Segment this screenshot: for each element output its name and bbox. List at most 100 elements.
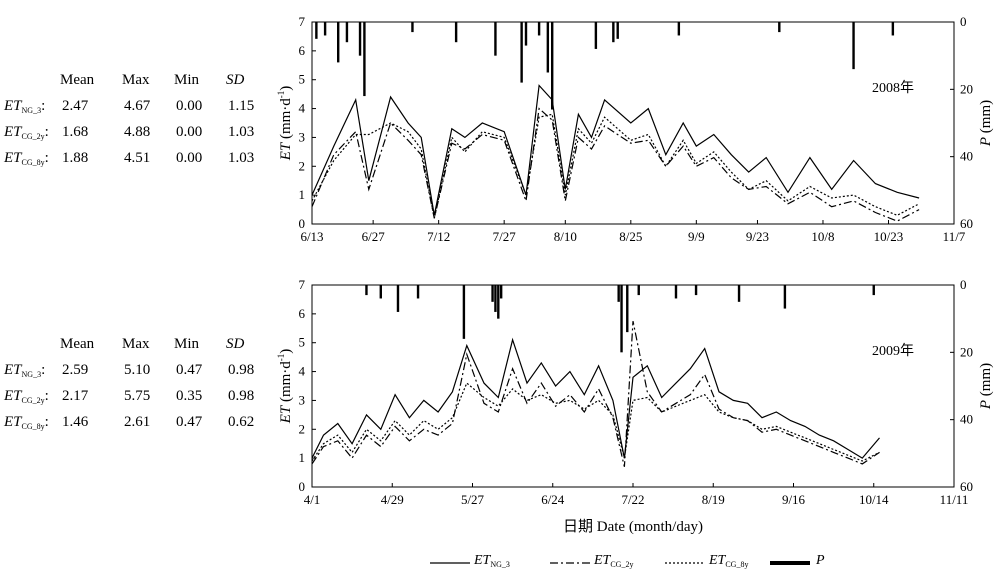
x-tick-label: 5/27 [461, 492, 485, 507]
y2-tick-label: 20 [960, 81, 973, 96]
precip-bar [617, 285, 620, 302]
y-tick-label: 2 [299, 421, 306, 436]
stats-header-max: Max [122, 336, 150, 352]
precip-bar [778, 22, 781, 33]
precip-bar [677, 22, 681, 36]
precip-bar [454, 22, 458, 43]
x-tick-label: 7/12 [427, 229, 450, 244]
stats-header-mean: Mean [60, 336, 95, 352]
x-axis-label: 日期 Date (month/day) [563, 518, 703, 535]
legend-label-et-ng3: ETNG_3 [474, 553, 510, 569]
y-tick-label: 3 [299, 129, 306, 144]
precip-bar [497, 285, 500, 319]
precip-bar [345, 22, 349, 43]
stats-value: 1.68 [62, 124, 89, 140]
x-tick-label: 6/24 [541, 492, 565, 507]
precip-bar [524, 22, 528, 46]
precip-bar [674, 285, 678, 299]
precip-bar [637, 285, 640, 296]
precip-bar [594, 22, 598, 49]
precip-bar [323, 22, 327, 36]
stats-value: 0.98 [228, 388, 255, 404]
y-tick-label: 6 [299, 43, 306, 58]
series-line-et-cg-2y [311, 320, 880, 467]
series-line-et-cg-8y [311, 113, 920, 219]
stats-value: 0.47 [176, 362, 203, 378]
y-tick-label: 7 [299, 277, 306, 292]
y-tick-label: 2 [299, 158, 306, 173]
y-tick-label: 0 [299, 216, 306, 231]
y-tick-label: 5 [299, 335, 306, 350]
y2-tick-label: 0 [960, 277, 967, 292]
plot-frame [311, 284, 955, 488]
y2-tick-label: 40 [960, 412, 973, 427]
y-tick-label: 3 [299, 392, 306, 407]
stats-value: 1.15 [228, 98, 255, 114]
y2-tick-label: 0 [960, 14, 967, 29]
stats-row-label: ETCG_2y: [4, 124, 49, 141]
y-tick-label: 6 [299, 306, 306, 321]
y2-tick-label: 60 [960, 216, 973, 231]
y-axis-label-et: ET (mm·d-1) [276, 86, 294, 162]
stats-row-label: ETNG_3: [4, 362, 46, 379]
x-tick-label: 10/8 [811, 229, 834, 244]
precip-bar [852, 22, 855, 70]
stats-value: 0.98 [228, 362, 255, 378]
precip-bar [612, 22, 615, 43]
x-tick-label: 7/22 [621, 492, 644, 507]
precip-bar [365, 285, 368, 296]
precip-bar [358, 22, 362, 56]
stats-value: 4.67 [124, 98, 151, 114]
precip-bar [891, 22, 895, 36]
x-tick-label: 11/11 [940, 492, 969, 507]
stats-value: 5.75 [124, 388, 151, 404]
precip-bar [494, 285, 497, 312]
stats-value: 1.46 [62, 414, 89, 430]
x-tick-label: 6/27 [362, 229, 386, 244]
x-tick-label: 10/14 [859, 492, 889, 507]
series-line-et-cg-8y [311, 382, 880, 462]
x-tick-label: 8/19 [702, 492, 725, 507]
stats-header-min: Min [174, 336, 200, 352]
precip-bar [620, 285, 623, 353]
stats-row-label: ETNG_3: [4, 98, 46, 115]
stats-header-mean: Mean [60, 72, 95, 88]
precip-bar [783, 285, 787, 309]
precip-bar [537, 22, 541, 36]
y-tick-label: 0 [299, 479, 306, 494]
y2-tick-label: 20 [960, 344, 973, 359]
stats-value: 2.47 [62, 98, 89, 114]
stats-row-label: ETCG_8y: [4, 414, 49, 431]
x-tick-label: 7/27 [493, 229, 517, 244]
y2-axis-label-p: P (mm) [978, 363, 994, 410]
precip-bar [499, 285, 503, 299]
x-tick-label: 4/1 [304, 492, 321, 507]
y-tick-label: 4 [299, 364, 306, 379]
legend-label-p: P [816, 553, 825, 568]
x-tick-label: 8/25 [619, 229, 642, 244]
stats-value: 2.17 [62, 388, 89, 404]
stats-row-label: ETCG_8y: [4, 150, 49, 167]
precip-bar [416, 285, 420, 299]
precip-bar [872, 285, 875, 296]
precip-bar [546, 22, 550, 73]
y-tick-label: 7 [299, 14, 306, 29]
stats-value: 0.00 [176, 98, 203, 114]
stats-header-sd: SD [226, 72, 245, 88]
precip-bar [379, 285, 382, 299]
y-tick-label: 1 [299, 450, 306, 465]
x-tick-label: 6/13 [300, 229, 323, 244]
x-tick-label: 9/16 [782, 492, 806, 507]
stats-value: 1.03 [228, 124, 255, 140]
y2-axis-label-p: P (mm) [978, 100, 994, 147]
chart-panel-1: 0 1 2 3 4 5 6 7 0 20 40 60 4/1 4/29 5/27 6/24 7/22 8/19 9/… [276, 277, 994, 507]
series-line-et-ng-3 [311, 337, 880, 459]
x-tick-label: 9/9 [688, 229, 705, 244]
stats-value: 2.59 [62, 362, 89, 378]
stats-value: 1.03 [228, 150, 255, 166]
x-tick-label: 11/7 [943, 229, 966, 244]
chart-legend: ETNG_3 ETCG_2y ETCG_8y P [420, 551, 860, 575]
stats-value: 5.10 [124, 362, 151, 378]
y2-tick-label: 40 [960, 149, 973, 164]
